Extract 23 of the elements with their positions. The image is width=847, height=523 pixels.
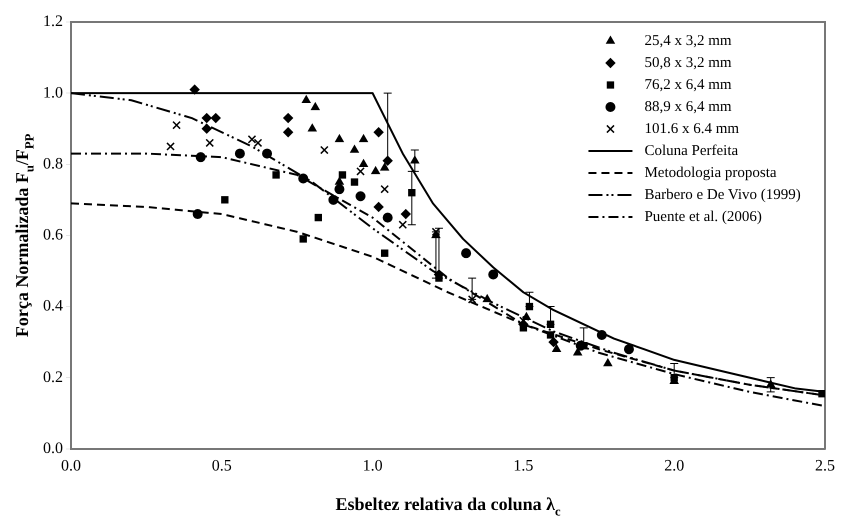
y-tick-label: 0.4 [43, 298, 63, 315]
y-tick-label: 0.2 [43, 368, 63, 386]
legend-label: Metodologia proposta [644, 164, 777, 181]
legend-label: Puente et al. (2006) [644, 208, 762, 225]
y-tick-label: 1.2 [43, 13, 63, 30]
legend-label: Coluna Perfeita [644, 142, 739, 159]
legend-label: Barbero e De Vivo (1999) [644, 186, 801, 203]
y-tick-label: 0.8 [43, 155, 63, 172]
legend-label: 25,4 x 3,2 mm [644, 32, 732, 49]
x-tick-label: 2.5 [815, 458, 835, 475]
x-tick-label: 0.5 [212, 458, 232, 475]
x-tick-label: 0.0 [61, 458, 81, 475]
legend-label: 50,8 x 3,2 mm [644, 54, 732, 71]
x-tick-label: 1.5 [513, 458, 534, 475]
x-tick-label: 2.0 [664, 458, 684, 475]
y-axis-title: Força Normalizada Fu/FPP [12, 133, 36, 338]
y-tick-label: 0.0 [43, 440, 63, 458]
x-tick-label: 1.0 [362, 458, 383, 475]
y-tick-label: 1.0 [43, 84, 63, 102]
y-tick-label: 0.6 [43, 226, 63, 244]
legend-label: 88,9 x 6,4 mm [644, 98, 732, 115]
legend-label: 101.6 x 6.4 mm [644, 120, 740, 137]
legend-label: 76,2 x 6,4 mm [644, 76, 732, 93]
